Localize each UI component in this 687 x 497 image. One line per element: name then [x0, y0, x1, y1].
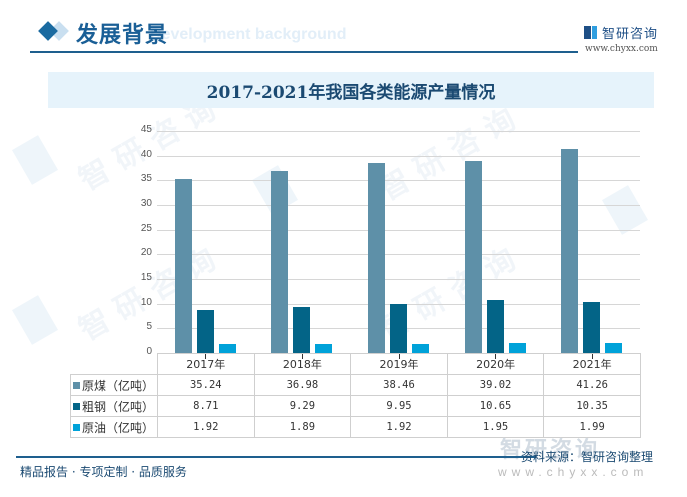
table-cell: 10.35	[543, 395, 641, 417]
table-cell: 1.92	[157, 416, 255, 438]
table-cell: 41.26	[543, 374, 641, 396]
footer-divider	[16, 456, 536, 458]
brand-url: www.chyxx.com	[585, 44, 658, 54]
table-cell: 8.71	[157, 395, 255, 417]
chart-title-bar: 2017-2021年我国各类能源产量情况	[48, 72, 654, 108]
bar	[271, 170, 289, 353]
gridline	[157, 279, 640, 280]
legend-steel: 粗钢（亿吨）	[70, 395, 158, 417]
table-corner	[70, 353, 158, 375]
y-axis-tick-label: 20	[140, 247, 152, 259]
table-cell: 38.46	[350, 374, 448, 396]
table-year: 2021年	[543, 353, 641, 375]
table-cell: 1.95	[446, 416, 545, 438]
legend-swatch-oil	[73, 423, 80, 431]
gridline	[157, 205, 640, 206]
brand-name: 智研咨询	[602, 27, 659, 42]
footer-url: www.chyxx.com	[498, 465, 649, 479]
chart-title: 2017-2021年我国各类能源产量情况	[206, 82, 496, 103]
gridline	[157, 155, 640, 157]
bar	[315, 343, 333, 353]
y-axis-tick-label: 5	[146, 321, 152, 333]
data-source: 资料来源：智研咨询整理	[521, 450, 654, 464]
gridline	[157, 254, 640, 256]
bar	[218, 343, 236, 353]
bar	[412, 343, 429, 353]
table-cell: 1.92	[350, 416, 448, 438]
table-year: 2019年	[350, 353, 448, 375]
bar	[368, 163, 385, 353]
y-axis-tick-label: 25	[140, 222, 152, 234]
legend-coal: 原煤（亿吨）	[70, 374, 158, 396]
bar	[605, 343, 623, 353]
table-cell: 10.65	[446, 395, 545, 417]
table-row-oil: 原油（亿吨） 1.92 1.89 1.92 1.95 1.99	[70, 416, 641, 438]
table-cell: 9.95	[350, 395, 448, 417]
brand-logo: 智研咨询	[584, 23, 658, 42]
table-cell: 39.02	[446, 374, 545, 396]
table-year: 2020年	[446, 353, 545, 375]
table-year: 2017年	[157, 353, 255, 375]
table-row-steel: 粗钢（亿吨） 8.71 9.29 9.95 10.65 10.35	[70, 395, 641, 417]
table-year: 2018年	[253, 353, 352, 375]
legend-label: 粗钢（亿吨）	[82, 399, 155, 414]
footer-watermark-logo: 智研咨询	[500, 438, 601, 463]
y-axis-tick-label: 35	[140, 173, 152, 185]
bar	[508, 343, 526, 353]
table-cell: 36.98	[253, 374, 352, 396]
gridline	[157, 180, 640, 182]
header-divider	[30, 51, 578, 53]
bar	[561, 149, 579, 353]
footer-slogan: 精品报告 · 专项定制 · 品质服务	[20, 465, 187, 479]
bar	[486, 300, 504, 353]
y-axis-tick-label: 30	[140, 198, 152, 209]
brand-logo-icon	[584, 26, 597, 39]
bar	[583, 301, 601, 353]
y-axis-tick-label: 15	[140, 272, 152, 283]
legend-label: 原油（亿吨）	[82, 420, 155, 435]
bar	[390, 303, 407, 353]
table-cell: 9.29	[253, 395, 352, 417]
y-axis-tick-label: 10	[140, 296, 152, 308]
table-cell: 1.99	[543, 416, 641, 438]
bar	[196, 310, 214, 353]
data-table: 2017年 2018年 2019年 2020年 2021年 原煤（亿吨） 35.…	[70, 353, 641, 438]
header-title: 发展背景	[76, 22, 169, 48]
gridline	[157, 131, 640, 132]
table-row-coal: 原煤（亿吨） 35.24 36.98 38.46 39.02 41.26	[70, 374, 641, 396]
legend-oil: 原油（亿吨）	[70, 416, 158, 438]
legend-swatch-steel	[73, 402, 80, 410]
legend-swatch-coal	[73, 381, 80, 389]
table-cell: 1.89	[253, 416, 352, 438]
y-axis-tick-label: 40	[140, 148, 152, 160]
table-header-row: 2017年 2018年 2019年 2020年 2021年	[70, 353, 641, 375]
y-axis-tick-label: 0	[146, 346, 152, 357]
table-cell: 35.24	[157, 374, 255, 396]
gridline	[157, 229, 640, 231]
y-axis-tick-label: 45	[140, 124, 152, 135]
header-subtitle-watermark: Development background	[150, 26, 347, 43]
bar	[293, 307, 311, 353]
bar	[174, 179, 192, 353]
legend-label: 原煤（亿吨）	[82, 378, 155, 393]
bar	[464, 160, 482, 353]
